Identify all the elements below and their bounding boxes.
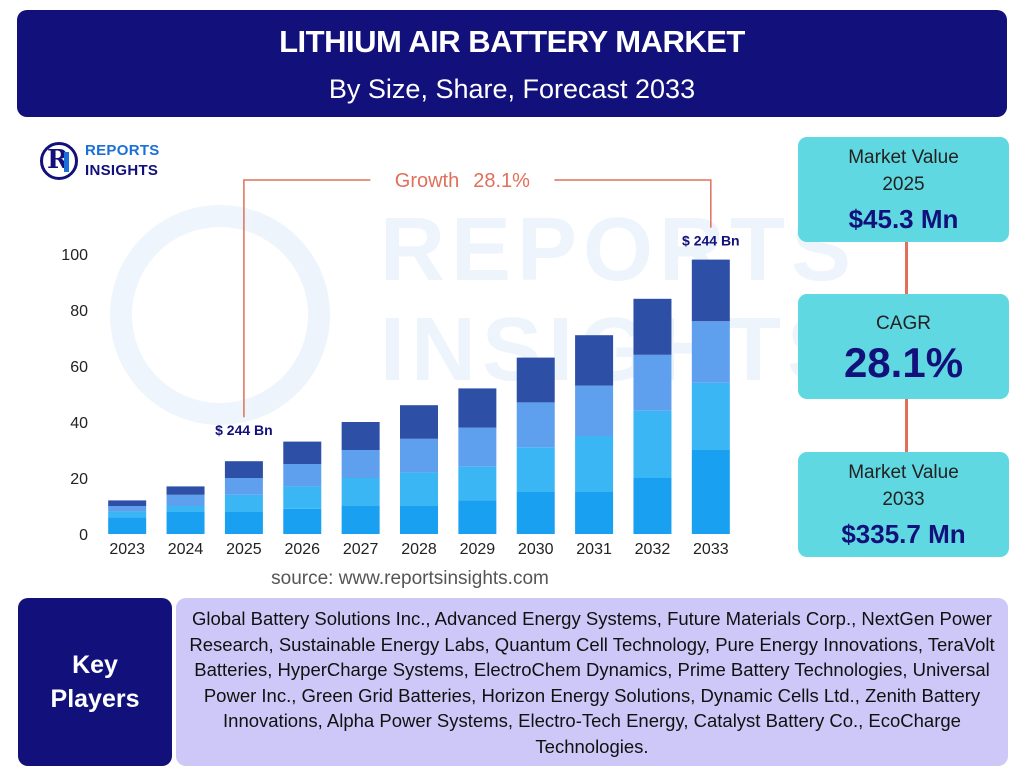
bar-segment	[108, 517, 147, 534]
bar-segment	[458, 427, 497, 467]
bar-segment	[516, 402, 555, 448]
growth-annotation: Growth 28.1% $ 244 Bn $ 244 Bn	[215, 168, 740, 438]
x-tick-label: 2023	[109, 541, 145, 558]
bar-segment	[516, 492, 555, 534]
growth-label-background	[370, 168, 555, 192]
stat-value: 28.1%	[843, 339, 964, 386]
x-tick-label: 2033	[693, 541, 729, 558]
bar-segment	[633, 410, 672, 478]
bar-segment	[283, 486, 322, 509]
x-tick-label: 2031	[576, 541, 612, 558]
bar-segment	[458, 388, 497, 428]
stat-card-market-value-2025: Market Value 2025 $45.3 Mn	[798, 137, 1009, 242]
logo-i-icon	[64, 152, 69, 172]
x-tick-label: 2027	[343, 541, 379, 558]
bar-segment	[575, 335, 614, 386]
header-banner: LITHIUM AIR BATTERY MARKET By Size, Shar…	[17, 10, 1007, 117]
logo-word-reports: REPORTS	[85, 142, 160, 159]
stat-value: $45.3 Mn	[848, 204, 959, 234]
growth-label: Growth 28.1%	[395, 170, 530, 192]
bar-segment	[224, 478, 263, 495]
bar-segment	[633, 478, 672, 534]
x-tick-label: 2026	[284, 541, 320, 558]
bar-segment	[341, 506, 380, 534]
stat-connector	[905, 242, 908, 294]
x-tick-label: 2028	[401, 541, 437, 558]
key-players-title: Key Players	[18, 648, 172, 716]
bar-segment	[633, 354, 672, 411]
bar-segment	[400, 438, 438, 473]
stat-label-text: Market Value 2025	[848, 147, 959, 195]
bar-segment	[283, 508, 322, 534]
bar-segment	[341, 422, 380, 450]
bars	[108, 259, 730, 534]
bar-segment	[108, 506, 147, 512]
key-players-text: Global Battery Solutions Inc., Advanced …	[189, 608, 995, 757]
x-tick-label: 2029	[460, 541, 496, 558]
bar-segment	[283, 464, 322, 487]
bar-segment	[224, 461, 263, 478]
stat-label: CAGR	[876, 313, 931, 334]
key-players-title-text: Key Players	[50, 651, 140, 713]
bar-segment	[691, 321, 730, 383]
key-players-heading-box: Key Players	[18, 598, 172, 766]
bar-segment	[400, 472, 438, 506]
bar-segment	[691, 259, 730, 322]
y-tick-label: 40	[70, 415, 88, 432]
growth-label-value: 28.1%	[473, 170, 530, 192]
bar-segment	[166, 486, 205, 495]
start-value-label: $ 244 Bn	[215, 422, 273, 438]
stat-card-cagr: CAGR 28.1%	[798, 294, 1009, 399]
bar-segment	[224, 511, 263, 534]
stat-value: $335.7 Mn	[841, 519, 966, 549]
bar-segment	[575, 436, 614, 492]
bar-segment	[691, 382, 730, 450]
key-players-list: Global Battery Solutions Inc., Advanced …	[176, 598, 1008, 766]
bar-segment	[633, 298, 672, 355]
bar-segment	[166, 506, 205, 512]
logo-word-insights: INSIGHTS	[85, 162, 159, 179]
bar-segment	[458, 500, 497, 534]
bar-segment	[283, 441, 322, 464]
bar-segment	[341, 450, 380, 478]
logo-mark: R	[47, 145, 69, 175]
stat-connector	[905, 399, 908, 452]
bar-segment	[224, 494, 263, 512]
logo-ring-icon	[40, 142, 78, 180]
bar-segment	[575, 492, 614, 534]
x-tick-label: 2024	[168, 541, 204, 558]
y-tick-label: 80	[70, 303, 88, 320]
stat-card-market-value-2033: Market Value 2033 $335.7 Mn	[798, 452, 1009, 557]
y-tick-label: 100	[61, 247, 88, 264]
source-note: source: www.reportsinsights.com	[271, 568, 549, 589]
bar-segment	[400, 506, 438, 534]
growth-label-text: Growth	[395, 170, 459, 192]
y-tick-label: 60	[70, 359, 88, 376]
bar-segment	[575, 385, 614, 436]
x-tick-label: 2032	[635, 541, 671, 558]
bar-segment	[108, 500, 147, 506]
end-value-label: $ 244 Bn	[682, 233, 740, 249]
bar-segment	[166, 511, 205, 534]
bar-segment	[166, 494, 205, 506]
stat-label: Market Value 2025	[798, 137, 1009, 198]
bar-segment	[341, 478, 380, 506]
bar-segment	[458, 466, 497, 501]
y-axis: 0 20 40 60 80 100	[61, 247, 88, 544]
y-tick-label: 0	[79, 527, 88, 544]
x-tick-label: 2025	[226, 541, 262, 558]
page-title: LITHIUM AIR BATTERY MARKET	[279, 24, 745, 59]
bar-segment	[400, 405, 438, 439]
bar-segment	[516, 447, 555, 492]
bar-segment	[108, 511, 147, 518]
stat-label-text: Market Value 2033	[848, 462, 959, 510]
bar-segment	[691, 450, 730, 534]
bar-segment	[516, 357, 555, 403]
x-tick-label: 2030	[518, 541, 554, 558]
stat-label: Market Value 2033	[798, 452, 1009, 513]
x-axis: 2023 2024 2025 2026 2027 2028 2029 2030 2031 2032…	[109, 541, 728, 558]
page-subtitle: By Size, Share, Forecast 2033	[328, 74, 696, 104]
y-tick-label: 20	[70, 471, 88, 488]
